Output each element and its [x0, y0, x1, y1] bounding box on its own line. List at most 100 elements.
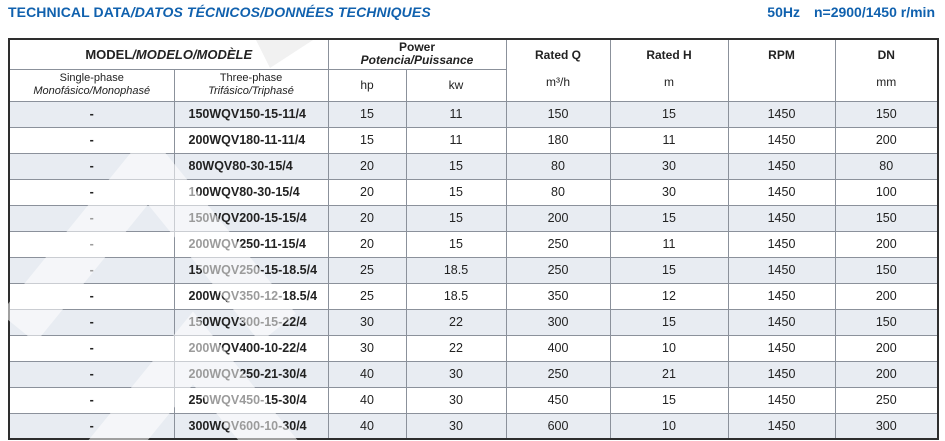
- cell-rated-h: 11: [609, 126, 729, 154]
- cell-single-phase: -: [8, 230, 175, 258]
- table-row: -200WQV350-12-18.5/4 25 18.5 350 12 1450 200: [8, 282, 939, 310]
- header-power-group: Power Potencia/Puissance: [327, 38, 507, 70]
- cell-kw: 30: [405, 386, 507, 414]
- cell-dn: 250: [834, 386, 939, 414]
- cell-rpm: 1450: [727, 178, 836, 206]
- title-sub: /DATOS TÉCNICOS/DONNÉES TECHNIQUES: [130, 4, 431, 20]
- cell-hp: 25: [327, 282, 407, 310]
- cell-rated-q: 250: [505, 256, 611, 284]
- header-hp: hp: [327, 68, 407, 102]
- cell-three-phase: 150WQV150-15-11/4: [173, 100, 329, 128]
- cell-rated-q: 200: [505, 204, 611, 232]
- cell-dn: 150: [834, 204, 939, 232]
- cell-three-phase: 300WQV600-10-30/4: [173, 412, 329, 440]
- three-phase-local: Trifásico/Triphasé: [208, 85, 294, 97]
- frequency-label: 50Hz: [767, 4, 800, 20]
- cell-kw: 15: [405, 178, 507, 206]
- cell-hp: 20: [327, 178, 407, 206]
- header-model-group: MODEL/MODELO/MODÈLE: [8, 38, 329, 70]
- cell-rpm: 1450: [727, 204, 836, 232]
- cell-rated-q: 350: [505, 282, 611, 310]
- table-row: -150WQV150-15-11/4 15 11 150 15 1450 150: [8, 100, 939, 128]
- cell-rated-q: 80: [505, 152, 611, 180]
- speed-label: n=2900/1450 r/min: [813, 4, 935, 20]
- cell-single-phase: -: [8, 308, 175, 336]
- cell-hp: 20: [327, 230, 407, 258]
- cell-three-phase: 200WQV350-12-18.5/4: [173, 282, 329, 310]
- cell-rpm: 1450: [727, 256, 836, 284]
- cell-dn: 200: [834, 334, 939, 362]
- cell-hp: 30: [327, 308, 407, 336]
- table-body: -150WQV150-15-11/4 15 11 150 15 1450 150-200WQ…: [8, 100, 939, 440]
- cell-kw: 15: [405, 204, 507, 232]
- table-row: -80WQV80-30-15/4 20 15 80 30 1450 80: [8, 152, 939, 180]
- cell-single-phase: -: [8, 360, 175, 388]
- cell-rpm: 1450: [727, 386, 836, 414]
- cell-dn: 150: [834, 100, 939, 128]
- header-rpm: RPM: [727, 38, 836, 102]
- cell-single-phase: -: [8, 126, 175, 154]
- cell-hp: 15: [327, 126, 407, 154]
- page-title: TECHNICAL DATA/DATOS TÉCNICOS/DONNÉES TE…: [8, 4, 431, 20]
- table-row: -200WQV250-11-15/4 20 15 250 11 1450 200: [8, 230, 939, 258]
- cell-rated-q: 600: [505, 412, 611, 440]
- table-row: -150WQV250-15-18.5/4 25 18.5 250 15 1450 150: [8, 256, 939, 284]
- cell-rated-h: 10: [609, 334, 729, 362]
- cell-rated-h: 30: [609, 152, 729, 180]
- header-three-phase: Three-phase Trifásico/Triphasé: [173, 68, 329, 102]
- cell-rated-q: 150: [505, 100, 611, 128]
- title-main: TECHNICAL DATA: [8, 4, 131, 20]
- header-rated-h: Rated H m: [609, 38, 729, 102]
- cell-hp: 40: [327, 412, 407, 440]
- cell-rpm: 1450: [727, 360, 836, 388]
- power-group-sub: Potencia/Puissance: [360, 53, 474, 68]
- model-group-sub: /MODELO/MODÈLE: [132, 46, 253, 62]
- cell-three-phase: 80WQV80-30-15/4: [173, 152, 329, 180]
- cell-rpm: 1450: [727, 152, 836, 180]
- cell-rated-h: 15: [609, 386, 729, 414]
- cell-kw: 15: [405, 230, 507, 258]
- table-row: -200WQV400-10-22/4 30 22 400 10 1450 200: [8, 334, 939, 362]
- page-header: TECHNICAL DATA/DATOS TÉCNICOS/DONNÉES TE…: [8, 4, 935, 20]
- cell-hp: 15: [327, 100, 407, 128]
- cell-dn: 150: [834, 256, 939, 284]
- cell-hp: 30: [327, 334, 407, 362]
- cell-rated-h: 15: [609, 256, 729, 284]
- cell-kw: 11: [405, 100, 507, 128]
- cell-three-phase: 200WQV400-10-22/4: [173, 334, 329, 362]
- cell-single-phase: -: [8, 282, 175, 310]
- header-dn: DN mm: [834, 38, 939, 102]
- cell-hp: 25: [327, 256, 407, 284]
- cell-kw: 11: [405, 126, 507, 154]
- table-row: -150WQV200-15-15/4 20 15 200 15 1450 150: [8, 204, 939, 232]
- cell-rpm: 1450: [727, 100, 836, 128]
- cell-rpm: 1450: [727, 412, 836, 440]
- cell-rated-q: 80: [505, 178, 611, 206]
- table-row: -300WQV600-10-30/4 40 30 600 10 1450 300: [8, 412, 939, 440]
- cell-dn: 150: [834, 308, 939, 336]
- cell-rpm: 1450: [727, 230, 836, 258]
- cell-rated-h: 12: [609, 282, 729, 310]
- three-phase-en: Three-phase: [219, 72, 283, 84]
- rated-h-label: Rated H: [646, 48, 692, 62]
- cell-rated-h: 15: [609, 100, 729, 128]
- cell-dn: 200: [834, 282, 939, 310]
- cell-three-phase: 150WQV200-15-15/4: [173, 204, 329, 232]
- cell-kw: 22: [405, 334, 507, 362]
- table-header: MODEL/MODELO/MODÈLE Power Potencia/Puiss…: [8, 38, 939, 102]
- cell-rated-h: 21: [609, 360, 729, 388]
- cell-rated-h: 15: [609, 204, 729, 232]
- cell-rated-h: 30: [609, 178, 729, 206]
- header-rated-q: Rated Q m³/h: [505, 38, 611, 102]
- cell-single-phase: -: [8, 334, 175, 362]
- cell-rpm: 1450: [727, 126, 836, 154]
- table-row: -200WQV250-21-30/4 40 30 250 21 1450 200: [8, 360, 939, 388]
- cell-kw: 22: [405, 308, 507, 336]
- cell-rpm: 1450: [727, 282, 836, 310]
- table-row: -150WQV300-15-22/4 30 22 300 15 1450 150: [8, 308, 939, 336]
- single-phase-local: Monofásico/Monophasé: [33, 85, 151, 97]
- cell-rated-q: 250: [505, 360, 611, 388]
- cell-rated-h: 10: [609, 412, 729, 440]
- cell-kw: 18.5: [405, 256, 507, 284]
- cell-dn: 300: [834, 412, 939, 440]
